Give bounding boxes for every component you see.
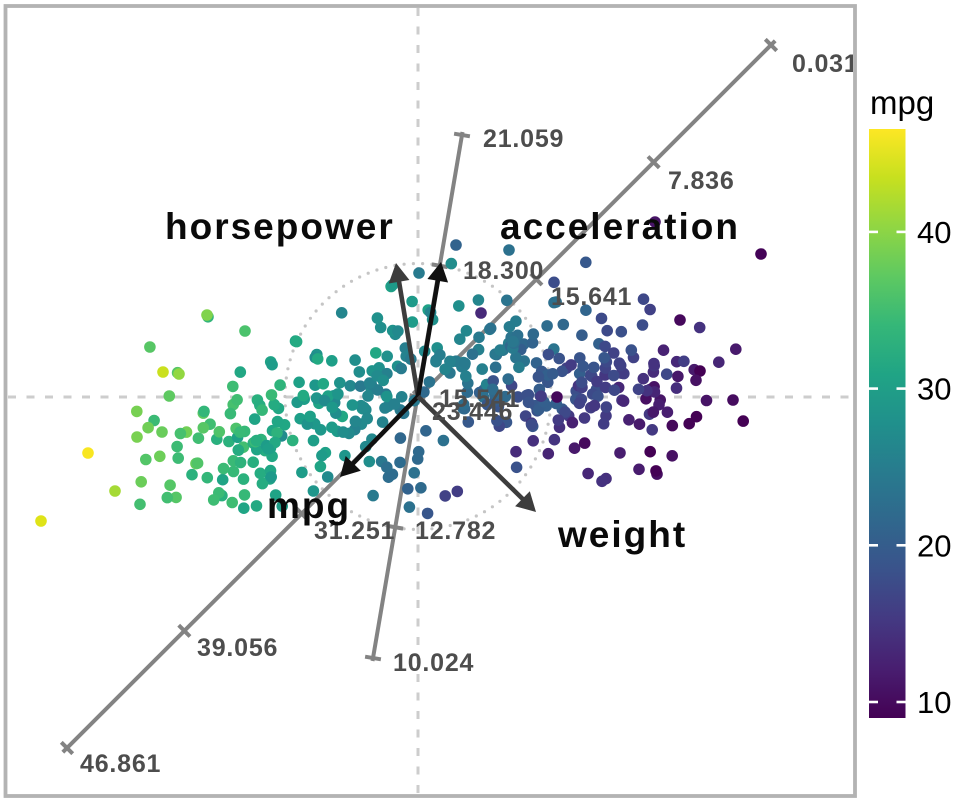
svg-text:weight: weight [557,514,687,555]
svg-text:18.300: 18.300 [463,257,544,285]
svg-text:mpg: mpg [870,84,934,121]
svg-text:12.782: 12.782 [415,517,496,545]
svg-text:31.251: 31.251 [314,517,395,545]
svg-text:15.541: 15.541 [439,385,520,413]
svg-text:30: 30 [917,372,951,407]
svg-text:40: 40 [917,215,951,250]
svg-text:10: 10 [917,685,951,720]
svg-text:horsepower: horsepower [165,206,395,247]
svg-text:mpg: mpg [267,485,351,526]
svg-text:21.059: 21.059 [483,125,564,153]
svg-text:20: 20 [917,528,951,563]
svg-text:39.056: 39.056 [197,634,278,662]
svg-text:acceleration: acceleration [500,206,740,247]
svg-text:7.836: 7.836 [668,167,735,195]
svg-text:10.024: 10.024 [393,649,474,677]
svg-text:23.446: 23.446 [432,398,513,426]
svg-text:0.031: 0.031 [792,50,859,78]
svg-text:15.641: 15.641 [551,283,632,311]
svg-text:46.861: 46.861 [80,750,161,778]
